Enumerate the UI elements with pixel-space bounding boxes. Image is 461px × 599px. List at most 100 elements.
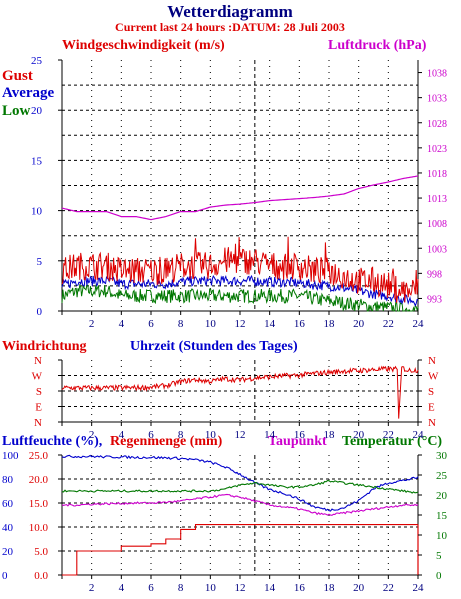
x-tick-label: 22	[383, 582, 394, 594]
direction-left-tick-label: E	[35, 402, 42, 414]
pressure-y-tick-label: 1033	[427, 94, 447, 105]
x-tick-label: 14	[264, 582, 276, 594]
x-tick-label: 2	[89, 318, 95, 330]
pressure-y-tick-label: 993	[427, 294, 442, 305]
pressure-y-tick-label: 1008	[427, 219, 447, 230]
direction-left-tick-label: W	[32, 371, 43, 383]
series-gust-line	[61, 236, 419, 303]
series-low-line	[61, 283, 419, 312]
x-tick-label: 12	[235, 582, 246, 594]
temperature-y-tick-label: 25	[436, 470, 448, 482]
pressure-axis-label: Luftdruck (hPa)	[328, 38, 427, 53]
chart-title: Wetterdiagramm	[167, 2, 293, 21]
wind-y-tick-label: 5	[37, 256, 43, 268]
x-tick-label: 18	[324, 429, 336, 441]
legend-gust: Gust	[2, 68, 33, 84]
temperature-y-tick-label: 15	[436, 510, 448, 522]
wind-y-tick-label: 20	[31, 105, 43, 117]
direction-left-tick-label: N	[34, 417, 42, 429]
legend-low: Low	[2, 103, 31, 119]
temperature-y-tick-label: 10	[436, 530, 448, 542]
x-tick-label: 16	[294, 429, 306, 441]
pressure-y-tick-label: 1023	[427, 144, 447, 155]
x-tick-label: 16	[294, 318, 306, 330]
time-axis-label: Uhrzeit (Stunden des Tages)	[130, 339, 298, 354]
series-taupunkt-line	[61, 493, 419, 516]
humidity-y-tick-label: 0	[2, 570, 8, 582]
chart-subtitle: Current last 24 hours :DATUM: 28 Juli 20…	[115, 20, 345, 34]
rain-y-tick-label: 20.0	[29, 474, 49, 486]
rain-y-tick-label: 25.0	[29, 450, 49, 462]
x-tick-label: 14	[264, 429, 276, 441]
series-layer	[61, 175, 419, 576]
temperature-y-tick-label: 0	[436, 570, 442, 582]
rain-axis-label: Regenmenge (mm)	[110, 434, 223, 449]
rain-y-tick-label: 10.0	[29, 522, 49, 534]
direction-right-tick-label: W	[428, 371, 439, 383]
wind-speed-axis-label: Windgeschwindigkeit (m/s)	[62, 38, 225, 53]
legend-average: Average	[2, 85, 55, 101]
wind-y-tick-label: 15	[31, 155, 43, 167]
x-tick-label: 24	[413, 318, 425, 330]
rain-y-tick-label: 5.0	[34, 546, 48, 558]
x-tick-label: 20	[353, 582, 365, 594]
series-regenmenge-line	[62, 524, 418, 576]
humidity-y-tick-label: 80	[2, 474, 14, 486]
direction-left-tick-label: N	[34, 355, 42, 367]
x-tick-label: 4	[119, 429, 125, 441]
grid-layer	[61, 60, 419, 579]
x-tick-label: 10	[205, 582, 217, 594]
pressure-y-tick-label: 998	[427, 269, 442, 280]
x-tick-label: 2	[89, 582, 95, 594]
temperature-y-tick-label: 30	[436, 450, 448, 462]
x-tick-label: 4	[119, 318, 125, 330]
x-tick-label: 14	[264, 318, 276, 330]
humidity-y-tick-label: 60	[2, 498, 14, 510]
x-tick-label: 10	[205, 429, 217, 441]
x-tick-label: 8	[178, 582, 184, 594]
x-tick-label: 24	[413, 582, 425, 594]
x-tick-label: 20	[353, 318, 365, 330]
series-pressure-line	[61, 175, 419, 221]
x-tick-label: 8	[178, 318, 184, 330]
x-tick-label: 4	[119, 582, 125, 594]
pressure-y-tick-label: 1018	[427, 169, 447, 180]
x-tick-label: 6	[148, 318, 154, 330]
x-tick-label: 6	[148, 429, 154, 441]
x-tick-label: 16	[294, 582, 306, 594]
humidity-y-tick-label: 100	[2, 450, 19, 462]
wind-y-tick-label: 10	[31, 206, 43, 218]
rain-y-tick-label: 0.0	[34, 570, 48, 582]
series-temperatur-line	[61, 480, 419, 494]
temperature-y-tick-label: 5	[436, 550, 442, 562]
x-tick-label: 12	[235, 318, 246, 330]
x-tick-label: 18	[324, 582, 336, 594]
series-direction-line	[61, 365, 419, 419]
x-tick-label: 24	[413, 429, 425, 441]
humidity-y-tick-label: 20	[2, 546, 14, 558]
x-tick-label: 22	[383, 429, 394, 441]
pressure-y-tick-label: 1003	[427, 244, 447, 255]
pressure-y-tick-label: 1028	[427, 119, 447, 130]
wind-direction-label: Windrichtung	[2, 339, 87, 354]
x-tick-label: 18	[324, 318, 336, 330]
x-tick-label: 20	[353, 429, 365, 441]
wind-y-tick-label: 25	[31, 55, 43, 67]
x-tick-label: 12	[235, 429, 246, 441]
pressure-y-tick-label: 1013	[427, 194, 447, 205]
wind-y-tick-label: 0	[37, 306, 43, 318]
dewpoint-label: Taupunkt	[268, 434, 327, 449]
direction-right-tick-label: N	[428, 417, 436, 429]
direction-left-tick-label: S	[36, 386, 42, 398]
x-tick-label: 6	[148, 582, 154, 594]
direction-right-tick-label: E	[428, 402, 435, 414]
direction-right-tick-label: N	[428, 355, 436, 367]
pressure-y-tick-label: 1038	[427, 69, 447, 80]
temperature-y-tick-label: 20	[436, 490, 448, 502]
x-tick-label: 8	[178, 429, 184, 441]
tick-layer: 0510152025993998100310081013101810231028…	[2, 55, 448, 594]
humidity-axis-label: Luftfeuchte (%),	[2, 434, 102, 449]
humidity-y-tick-label: 40	[2, 522, 14, 534]
direction-right-tick-label: S	[428, 386, 434, 398]
